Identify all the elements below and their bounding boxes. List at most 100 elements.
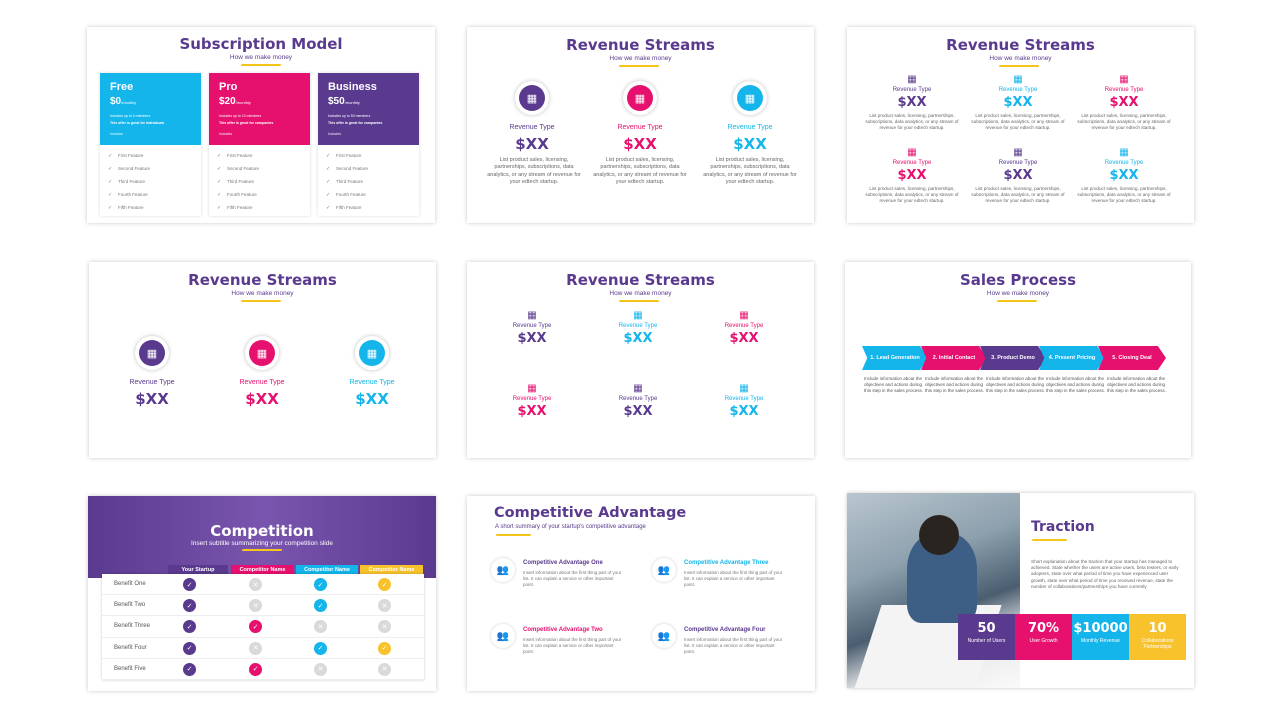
plan-card-business: Business $50/monthly Includes up to 50 m… — [318, 73, 419, 216]
comparison-table: Benefit One ✓ ✕ ✓ ✓ Benefit Two ✓ ✕ ✓ ✕ Benefit Th… — [102, 574, 424, 680]
slide-subtitle: How we make money — [986, 290, 1050, 297]
benefit-label: Benefit Two — [114, 602, 146, 609]
revenue-type: Revenue Type — [724, 396, 764, 402]
feature-item: Third Feature — [100, 179, 201, 185]
slide-revenue-streams-4[interactable]: Revenue Streams How we make money ▦ Reven… — [467, 262, 814, 458]
column-header: Competitor Name — [360, 565, 423, 576]
title-underline — [999, 65, 1039, 67]
revenue-type: Revenue Type — [239, 379, 285, 386]
slide-traction[interactable]: Traction Short explanation about the tra… — [847, 493, 1194, 688]
plan-price: $50/monthly — [328, 96, 360, 107]
check-icon: ✓ — [249, 662, 262, 676]
title-underline — [1032, 539, 1067, 541]
advantage-description: Insert information about the first thing… — [684, 637, 783, 654]
header-band — [88, 496, 436, 578]
advantage-title: Competitive Advantage Four — [684, 627, 766, 633]
revenue-type: Revenue Type — [509, 124, 555, 131]
advantage-title: Competitive Advantage Three — [684, 560, 769, 566]
cross-icon: ✕ — [314, 662, 327, 676]
presenter-icon: ▦ — [527, 383, 537, 394]
cross-icon: ✕ — [378, 662, 391, 676]
revenue-type: Revenue Type — [1104, 87, 1144, 93]
step-description: Include information about the objectives… — [1107, 376, 1167, 393]
plan-includes: Includes — [110, 132, 124, 136]
sales-step: 5. Closing Deal — [1098, 346, 1166, 370]
step-description: Include information about the objectives… — [925, 376, 985, 393]
slide-revenue-streams-3[interactable]: Revenue Streams How we make money ▦ Reve… — [89, 262, 436, 458]
slide-subscription-model[interactable]: Subscription Model How we make money Fre… — [87, 27, 435, 223]
revenue-value: $XX — [1003, 95, 1033, 110]
slide-subtitle: How we make money — [989, 55, 1052, 62]
revenue-type: Revenue Type — [998, 160, 1038, 166]
revenue-description: List product sales, licensing, partnersh… — [865, 113, 959, 131]
feature-item: Third Feature — [209, 179, 310, 185]
revenue-type: Revenue Type — [892, 87, 932, 93]
revenue-type: Revenue Type — [998, 87, 1038, 93]
step-description: Include information about the objectives… — [986, 376, 1046, 393]
revenue-type: Revenue Type — [618, 396, 658, 402]
title-underline — [496, 534, 531, 536]
table-row: Benefit Four ✓ ✕ ✓ ✓ — [102, 638, 424, 659]
revenue-description: List product sales, licensing, partnersh… — [593, 157, 687, 186]
slide-subtitle: How we make money — [231, 290, 294, 297]
presenter-icon: ▦ — [1119, 74, 1129, 85]
revenue-value: $XX — [355, 390, 389, 408]
revenue-value: $XX — [897, 95, 927, 110]
revenue-description: List product sales, licensing, partnersh… — [703, 157, 797, 186]
slide-sales-process[interactable]: Sales Process How we make money 1. Lead … — [845, 262, 1191, 458]
cross-icon: ✕ — [249, 641, 262, 655]
slide-title: Sales Process — [959, 271, 1076, 289]
title-underline — [241, 64, 281, 66]
revenue-value: $XX — [1109, 168, 1139, 183]
benefit-label: Benefit One — [114, 581, 146, 587]
traction-description: Short explanation about the traction tha… — [1031, 559, 1179, 589]
slide-competition[interactable]: Competition Insert subtitle summarizing … — [88, 496, 436, 691]
check-icon: ✓ — [314, 578, 327, 591]
feature-item: Fourth Feature — [318, 192, 419, 198]
plan-members: Includes up to 0 members — [110, 114, 151, 118]
presenter-icon: ▦ — [633, 383, 643, 394]
plan-members: Includes up to 50 members — [328, 114, 371, 118]
revenue-value: $XX — [1003, 168, 1033, 183]
check-icon: ✓ — [183, 578, 196, 591]
revenue-value: $XX — [245, 390, 279, 408]
benefit-label: Benefit Three — [114, 623, 150, 630]
plan-card-free: Free $0/monthly Includes up to 0 members… — [100, 73, 201, 216]
people-icon: 👥 — [652, 624, 676, 648]
slide-subtitle: How we make money — [229, 54, 293, 61]
check-icon: ✓ — [183, 662, 196, 676]
presenter-icon: ▦ — [1119, 147, 1129, 158]
revenue-type: Revenue Type — [892, 160, 932, 166]
cross-icon: ✕ — [378, 620, 391, 634]
revenue-description: List product sales, licensing, partnersh… — [865, 186, 959, 204]
plan-header: Free $0/monthly Includes up to 0 members… — [100, 73, 201, 145]
revenue-value: $XX — [897, 168, 927, 183]
photo-head — [919, 515, 959, 555]
feature-item: First Feature — [209, 153, 310, 159]
revenue-type: Revenue Type — [129, 379, 175, 386]
plan-members: Includes up to 10 members — [219, 114, 262, 118]
sales-step: 1. Lead Generation — [862, 346, 928, 370]
slide-competitive-advantage[interactable]: Competitive Advantage A short summary of… — [467, 496, 815, 691]
plan-price: $0/monthly — [110, 96, 137, 107]
advantage-description: Insert information about the first thing… — [523, 637, 622, 654]
feature-item: Second Feature — [318, 166, 419, 172]
check-icon: ✓ — [249, 620, 262, 634]
revenue-value: $XX — [623, 135, 657, 153]
presenter-icon: ▦ — [739, 310, 749, 321]
slide-revenue-streams-2[interactable]: Revenue Streams How we make money ▦ Reven… — [847, 27, 1194, 223]
step-description: Include information about the objectives… — [864, 376, 924, 393]
presenter-icon: ▦ — [519, 85, 545, 111]
slide-title: Subscription Model — [179, 35, 343, 53]
plan-note: This offer is great for companies — [219, 121, 274, 125]
slide-subtitle: Insert subtitle summarizing your competi… — [191, 540, 333, 547]
check-icon: ✓ — [183, 641, 196, 655]
slide-revenue-streams-1[interactable]: Revenue Streams How we make money ▦ Reve… — [467, 27, 814, 223]
people-icon: 👥 — [491, 558, 515, 582]
plan-card-pro: Pro $20/monthly Includes up to 10 member… — [209, 73, 310, 216]
plan-header: Pro $20/monthly Includes up to 10 member… — [209, 73, 310, 145]
plan-name: Business — [328, 81, 377, 93]
check-icon: ✓ — [183, 599, 196, 613]
slide-title: Revenue Streams — [566, 271, 715, 289]
check-icon: ✓ — [314, 599, 327, 613]
